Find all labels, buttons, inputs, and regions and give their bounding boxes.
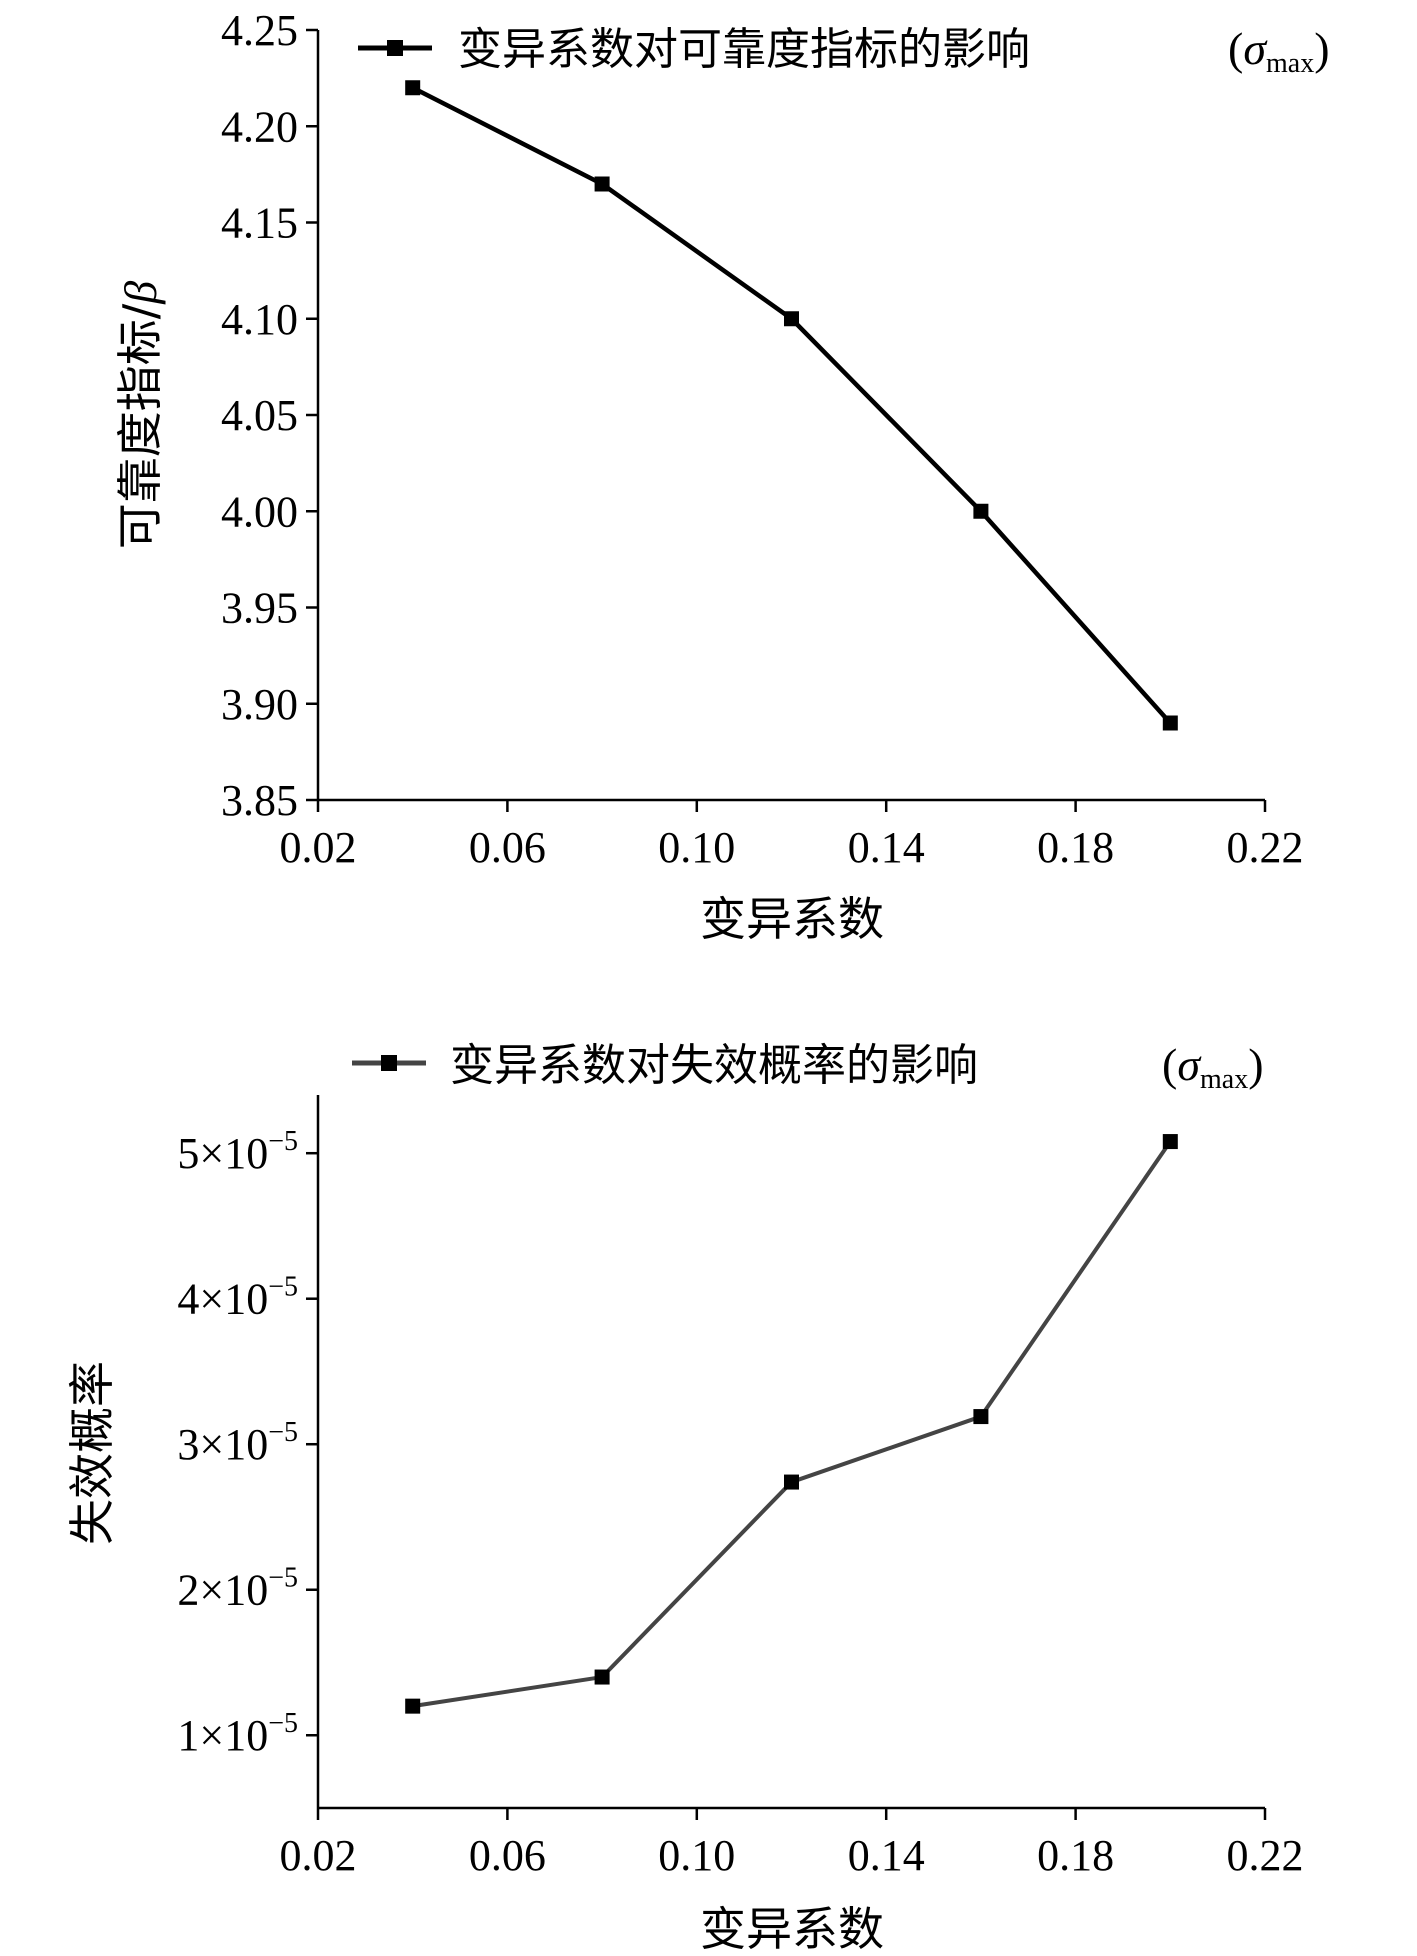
chart1-data-point — [405, 80, 421, 96]
chart1-y-tick-label: 3.90 — [221, 680, 298, 729]
chart1-data-point — [594, 176, 610, 192]
chart2-x-tick-label: 0.18 — [1037, 1831, 1114, 1880]
chart2-x-tick-label: 0.22 — [1227, 1831, 1304, 1880]
chart2-data-point — [1162, 1134, 1178, 1150]
chart1-x-tick-label: 0.10 — [658, 823, 735, 872]
chart1-data-point — [973, 503, 989, 519]
chart2-y-tick-label: 1×10−5 — [177, 1708, 298, 1760]
chart2-x-tick-label: 0.06 — [469, 1831, 546, 1880]
chart2-legend-sigma: (σmax) — [1162, 1039, 1264, 1095]
chart1-data-point — [784, 311, 799, 327]
chart2-y-tick-label: 5×10−5 — [177, 1126, 298, 1178]
chart1-x-tick-label: 0.06 — [469, 823, 546, 872]
chart1-y-tick-label: 4.05 — [221, 391, 298, 440]
chart2-legend: 变异系数对失效概率的影响 (σmax) — [352, 1039, 1264, 1095]
chart2-x-tick-label: 0.14 — [848, 1831, 925, 1880]
chart2-data-point — [405, 1698, 421, 1714]
chart2-data-point — [784, 1474, 799, 1490]
chart1-y-tick-label: 4.00 — [221, 487, 298, 536]
chart1-y-tick-label: 4.10 — [221, 295, 298, 344]
chart1-y-tick-label: 4.25 — [221, 6, 298, 55]
chart1-x-tick-label: 0.02 — [280, 823, 357, 872]
chart2-legend-label: 变异系数对失效概率的影响 — [450, 1040, 978, 1091]
chart2-data-point — [594, 1669, 610, 1685]
chart2-x-axis-title: 变异系数 — [700, 1902, 884, 1956]
chart1-y-tick-label: 4.20 — [221, 102, 298, 151]
chart2-y-tick-label: 4×10−5 — [177, 1272, 298, 1324]
chart2-y-axis-title: 失效概率 — [65, 1361, 119, 1545]
chart1-y-tick-label: 4.15 — [221, 199, 298, 248]
chart2-x-tick-label: 0.02 — [280, 1831, 357, 1880]
chart1-series-line — [411, 85, 1172, 725]
chart1-legend-sigma: (σmax) — [1228, 23, 1330, 79]
chart2-series-line — [412, 1140, 1172, 1709]
chart1-legend: 变异系数对可靠度指标的影响 (σmax) — [358, 23, 1330, 79]
chart2-y-tick-label: 3×10−5 — [177, 1417, 298, 1469]
chart1-legend-marker — [387, 40, 403, 56]
chart1-y-axis-title: 可靠度指标/β — [113, 281, 167, 550]
chart1-y-tick-label: 3.85 — [221, 776, 298, 825]
chart1-x-axis-title: 变异系数 — [700, 892, 884, 946]
chart1-x-tick-label: 0.18 — [1037, 823, 1114, 872]
chart1-legend-label: 变异系数对可靠度指标的影响 — [458, 24, 1030, 75]
chart1-data-point — [1162, 715, 1178, 731]
failure-probability-chart: 变异系数对失效概率的影响 (σmax) 1×10−5 2×10−5 3×10−5 4×… — [65, 1039, 1304, 1956]
chart2-data-point — [973, 1409, 989, 1425]
chart1-y-tick-label: 3.95 — [221, 584, 298, 633]
reliability-index-chart: 变异系数对可靠度指标的影响 (σmax) 3.85 3.90 3.95 4.00 4.0… — [113, 6, 1330, 946]
chart1-x-tick-label: 0.14 — [848, 823, 925, 872]
chart1-x-tick-label: 0.22 — [1227, 823, 1304, 872]
chart2-x-tick-label: 0.10 — [658, 1831, 735, 1880]
chart2-y-tick-label: 2×10−5 — [177, 1563, 298, 1615]
chart2-legend-marker — [381, 1055, 397, 1071]
